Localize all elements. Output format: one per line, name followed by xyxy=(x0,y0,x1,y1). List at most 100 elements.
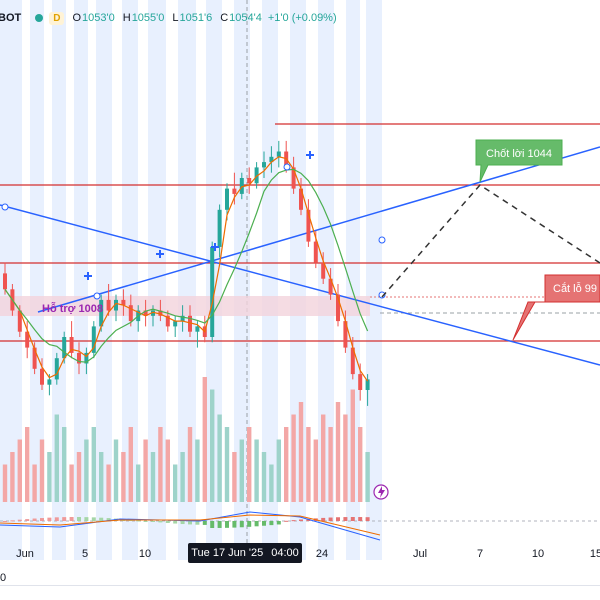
candle xyxy=(69,321,74,359)
macd-hist-bar xyxy=(136,520,141,522)
cross-marker xyxy=(156,250,164,258)
ascending-trend-line xyxy=(37,146,600,313)
candle xyxy=(84,347,89,375)
volume-bar xyxy=(335,402,341,502)
candle-body xyxy=(321,262,326,279)
fast-ma-line xyxy=(4,156,369,382)
volume-bar xyxy=(195,439,200,502)
volume-bar xyxy=(54,414,59,502)
interval-badge[interactable]: D xyxy=(49,11,65,25)
candle xyxy=(247,167,252,194)
highlight-band xyxy=(366,0,382,560)
volume-bar xyxy=(328,427,333,502)
candle xyxy=(299,178,303,216)
candle-body xyxy=(306,209,311,242)
support-label: Hỗ trợ 1008 xyxy=(42,302,103,315)
highlight-band xyxy=(96,0,112,560)
volume-bar xyxy=(343,414,348,502)
candle xyxy=(217,204,222,258)
candle-body xyxy=(121,299,126,306)
low-key: L xyxy=(172,12,179,24)
candle xyxy=(25,321,30,359)
volume-bar xyxy=(10,452,15,502)
candle-body xyxy=(25,331,30,348)
macd-hist-bar xyxy=(262,521,266,526)
volume-bar xyxy=(232,452,237,502)
volume-bar xyxy=(99,452,104,502)
candle-body xyxy=(32,347,37,369)
volume-bar xyxy=(17,439,22,502)
volume-bar xyxy=(321,414,326,502)
volume-bar xyxy=(25,427,30,502)
macd-hist-bar xyxy=(188,521,192,525)
macd-hist-bar xyxy=(269,521,274,526)
open-key: O xyxy=(72,12,82,24)
volume-bar xyxy=(247,427,252,502)
candle xyxy=(173,315,178,337)
volume-bar xyxy=(113,439,119,502)
volume-bar xyxy=(365,452,370,502)
axis-divider xyxy=(0,585,600,586)
macd-hist-bar xyxy=(291,520,296,522)
symbol-label[interactable]: BOT xyxy=(0,12,22,24)
volume-bar xyxy=(165,439,170,502)
highlight-band xyxy=(262,0,278,560)
candle-body xyxy=(173,321,178,327)
high-value: 1055'0 xyxy=(131,12,165,24)
candle-body xyxy=(91,326,96,353)
cross-marker xyxy=(211,243,219,251)
macd-line xyxy=(0,511,381,541)
candle-body xyxy=(343,321,348,348)
crosshair-date: Tue 17 Jun '25 xyxy=(191,547,264,559)
candle xyxy=(343,310,348,353)
candle xyxy=(188,305,192,337)
take-profit-box xyxy=(475,139,563,183)
axis-zero-label: 0 xyxy=(0,572,7,584)
descending-trend-line xyxy=(0,204,600,366)
volume-bar xyxy=(306,427,311,502)
candle xyxy=(180,305,185,332)
candle xyxy=(121,289,126,316)
candle-body xyxy=(313,241,318,263)
volume-bar xyxy=(269,464,274,502)
candle xyxy=(365,374,370,406)
candle xyxy=(291,156,296,194)
macd-hist-bar xyxy=(202,521,207,525)
macd-hist-bar xyxy=(54,517,59,521)
candle-body xyxy=(47,379,52,385)
volume-bar xyxy=(239,439,244,502)
candle-body xyxy=(247,178,252,184)
stop-loss-box xyxy=(512,274,600,341)
candle xyxy=(306,199,311,247)
candle-body xyxy=(358,374,363,390)
macd-hist-bar xyxy=(358,517,363,521)
high-key: H xyxy=(122,12,131,24)
lightning-icon xyxy=(373,484,389,500)
macd-hist-bar xyxy=(173,521,178,524)
signal-line xyxy=(0,514,381,536)
candle-body xyxy=(269,156,274,163)
candle xyxy=(276,140,281,168)
volume-bar xyxy=(358,427,363,502)
macd-hist-bar xyxy=(232,521,237,528)
candle-body xyxy=(180,315,185,322)
macd-hist-bar xyxy=(143,521,148,522)
candle xyxy=(262,151,266,178)
volume-bar xyxy=(76,452,82,502)
candle xyxy=(114,294,118,322)
macd-hist-bar xyxy=(328,517,333,521)
volume-bar xyxy=(180,452,185,502)
macd-hist-bar xyxy=(25,519,30,521)
candle-body xyxy=(291,167,296,189)
candle xyxy=(232,172,237,205)
ma-marker xyxy=(93,292,101,300)
crosshair-time: 04:00 xyxy=(271,547,299,559)
volume-bar xyxy=(106,464,111,502)
candle-body xyxy=(239,178,244,194)
x-tick-label: 10 xyxy=(139,548,151,560)
x-tick-label: 15 xyxy=(590,548,600,560)
candle-body xyxy=(62,337,67,359)
candle-body xyxy=(106,299,111,311)
volume-bar xyxy=(224,427,230,502)
